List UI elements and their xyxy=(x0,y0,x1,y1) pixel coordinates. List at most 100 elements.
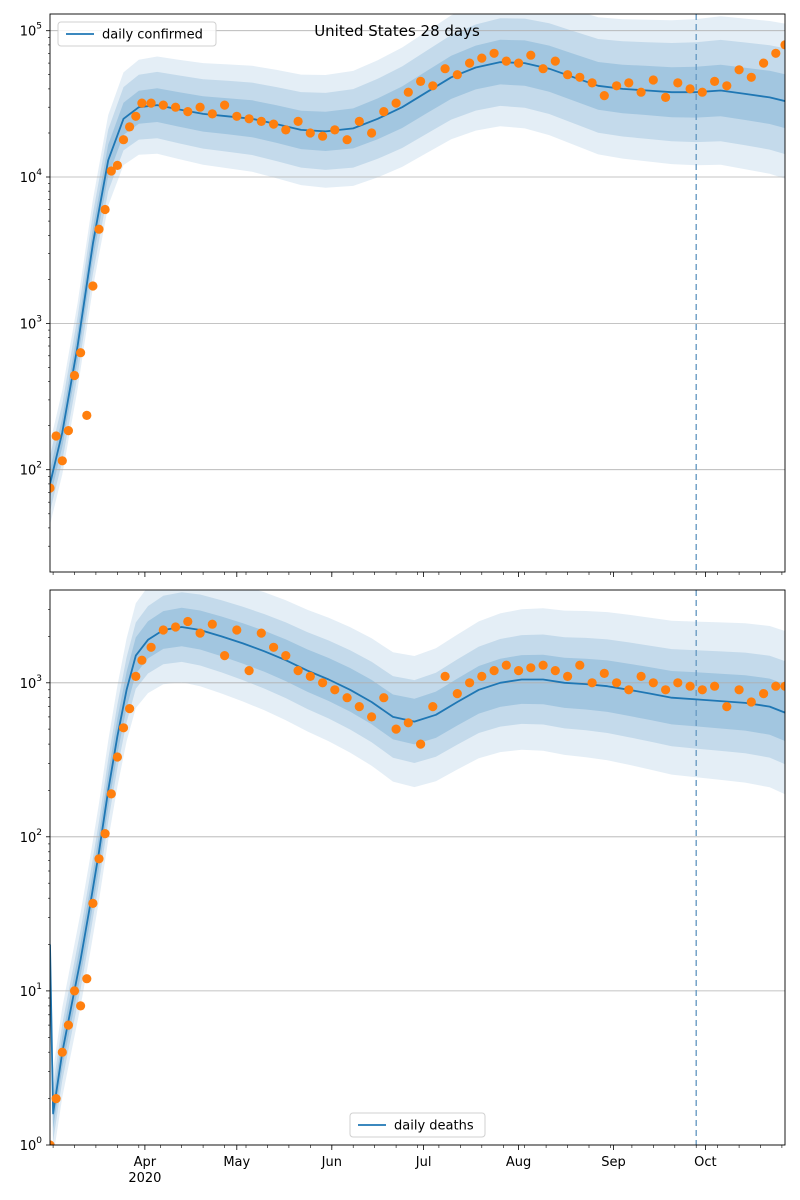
observed-point xyxy=(137,655,147,665)
observed-point xyxy=(171,622,181,632)
band-2 xyxy=(50,18,785,512)
observed-point xyxy=(661,92,671,102)
confirmed-observed-points xyxy=(50,40,785,493)
observed-point xyxy=(648,75,658,85)
observed-point xyxy=(318,678,328,688)
y-tick-base: 10 xyxy=(20,1139,37,1154)
observed-point xyxy=(780,681,785,691)
observed-point xyxy=(440,64,450,74)
y-tick-exponent: 5 xyxy=(36,22,42,32)
observed-point xyxy=(232,111,242,121)
x-year-label: 2020 xyxy=(128,1171,161,1186)
observed-point xyxy=(612,678,622,688)
observed-point xyxy=(50,483,55,493)
observed-point xyxy=(82,974,92,984)
observed-point xyxy=(342,135,352,145)
observed-point xyxy=(171,102,181,112)
observed-point xyxy=(379,693,389,703)
observed-point xyxy=(69,370,80,381)
observed-point xyxy=(330,685,340,695)
observed-point xyxy=(501,56,511,66)
observed-point xyxy=(244,114,254,124)
band-1 xyxy=(50,39,785,499)
observed-point xyxy=(697,685,707,695)
y-tick-base: 10 xyxy=(20,25,37,40)
observed-point xyxy=(256,628,266,638)
observed-point xyxy=(477,671,487,682)
observed-point xyxy=(51,1094,61,1104)
y-tick-label: 104 xyxy=(20,168,43,186)
observed-point xyxy=(746,72,756,82)
y-tick-label: 105 xyxy=(20,22,42,40)
observed-point xyxy=(416,76,426,86)
observed-point xyxy=(746,697,756,707)
observed-point xyxy=(57,456,67,466)
y-tick-exponent: 2 xyxy=(36,461,42,471)
observed-point xyxy=(51,431,61,441)
observed-point xyxy=(391,98,401,108)
observed-point xyxy=(452,70,462,80)
observed-point xyxy=(76,1001,86,1011)
y-tick-exponent: 1 xyxy=(36,982,42,992)
observed-point xyxy=(465,678,475,688)
observed-point xyxy=(269,119,279,129)
observed-point xyxy=(599,668,609,679)
observed-point xyxy=(305,671,315,682)
observed-point xyxy=(526,50,536,60)
observed-point xyxy=(69,986,80,996)
observed-point xyxy=(514,666,524,676)
x-tick-label: Oct xyxy=(694,1155,716,1170)
observed-point xyxy=(428,81,438,91)
confirmed-uncertainty-bands xyxy=(50,14,785,525)
legend-box xyxy=(57,21,217,47)
observed-point xyxy=(125,704,135,714)
observed-point xyxy=(428,702,438,712)
observed-point xyxy=(131,111,141,121)
observed-point xyxy=(293,116,303,126)
observed-point xyxy=(118,135,129,145)
band-1 xyxy=(50,607,785,1129)
observed-point xyxy=(563,671,573,682)
observed-point xyxy=(771,681,781,691)
legend-label: daily confirmed xyxy=(102,28,203,43)
observed-point xyxy=(63,1020,73,1030)
observed-point xyxy=(538,64,548,74)
observed-point xyxy=(514,58,524,68)
observed-point xyxy=(281,125,291,135)
observed-point xyxy=(195,628,205,638)
observed-point xyxy=(648,678,658,688)
observed-point xyxy=(489,48,499,58)
deaths-legend: daily deaths xyxy=(349,1112,486,1138)
figure-title: United States 28 days xyxy=(314,22,480,40)
y-tick-label: 100 xyxy=(20,1136,43,1154)
observed-point xyxy=(94,854,104,864)
observed-point xyxy=(269,642,279,652)
band-3 xyxy=(50,14,785,525)
observed-point xyxy=(125,122,135,132)
observed-point xyxy=(57,1047,67,1057)
observed-point xyxy=(88,898,98,909)
observed-point xyxy=(624,685,634,695)
observed-point xyxy=(76,348,86,358)
observed-point xyxy=(50,1140,55,1145)
observed-point xyxy=(354,116,364,126)
observed-point xyxy=(158,625,168,635)
x-tick-label: Aug xyxy=(506,1155,531,1170)
confirmed-legend: daily confirmed xyxy=(57,21,217,47)
y-tick-label: 102 xyxy=(20,828,42,846)
observed-point xyxy=(722,702,732,712)
observed-point xyxy=(465,58,475,68)
observed-point xyxy=(673,678,683,688)
x-tick-label: Sep xyxy=(601,1155,626,1170)
band-3 xyxy=(50,590,785,1145)
observed-point xyxy=(293,666,303,676)
observed-point xyxy=(710,681,720,691)
observed-point xyxy=(112,752,122,762)
deaths-uncertainty-bands xyxy=(50,590,785,1145)
observed-point xyxy=(697,87,707,97)
observed-point xyxy=(131,671,141,682)
observed-point xyxy=(722,81,732,91)
y-tick-exponent: 0 xyxy=(36,1136,42,1146)
